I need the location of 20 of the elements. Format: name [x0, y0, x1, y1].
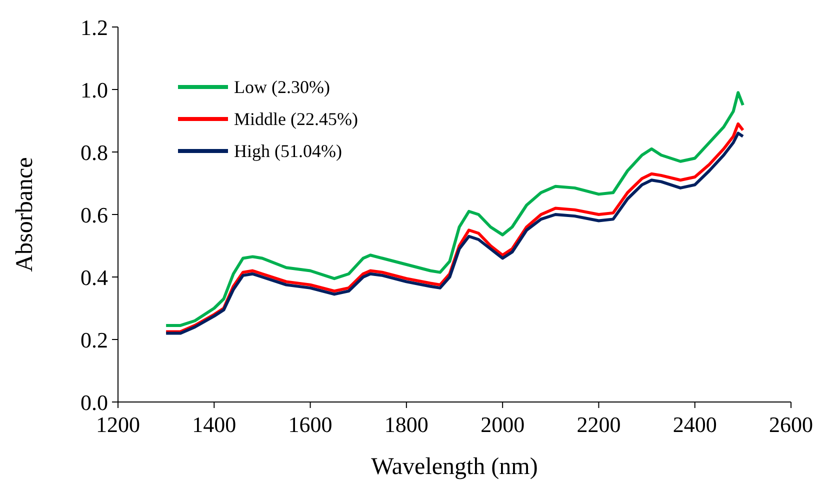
- y-tick-label: 0.2: [80, 328, 108, 352]
- x-tick-label: 1600: [288, 412, 332, 437]
- y-tick-label: 1.2: [80, 15, 108, 40]
- y-tick-label: 0.8: [80, 140, 108, 165]
- x-tick-label: 1200: [96, 412, 140, 437]
- legend-label: Low (2.30%): [234, 77, 330, 97]
- x-tick-label: 1400: [192, 412, 236, 437]
- y-tick-label: 1.0: [80, 78, 108, 102]
- x-tick-label: 1800: [384, 412, 428, 437]
- x-axis-title: Wavelength (nm): [371, 454, 538, 480]
- x-tick-label: 2400: [672, 412, 717, 437]
- y-tick-label: 0.6: [80, 202, 108, 228]
- y-tick-label: 0.0: [80, 390, 108, 415]
- y-axis-title: Absorbance: [12, 157, 38, 272]
- legend-label: Middle (22.45%): [234, 109, 358, 129]
- legend-label: High (51.04%): [234, 141, 342, 161]
- y-tick-label: 0.4: [80, 265, 108, 290]
- x-tick-label: 2000: [480, 412, 525, 437]
- x-tick-label: 2200: [576, 412, 621, 437]
- x-tick-label: 2600: [769, 412, 813, 437]
